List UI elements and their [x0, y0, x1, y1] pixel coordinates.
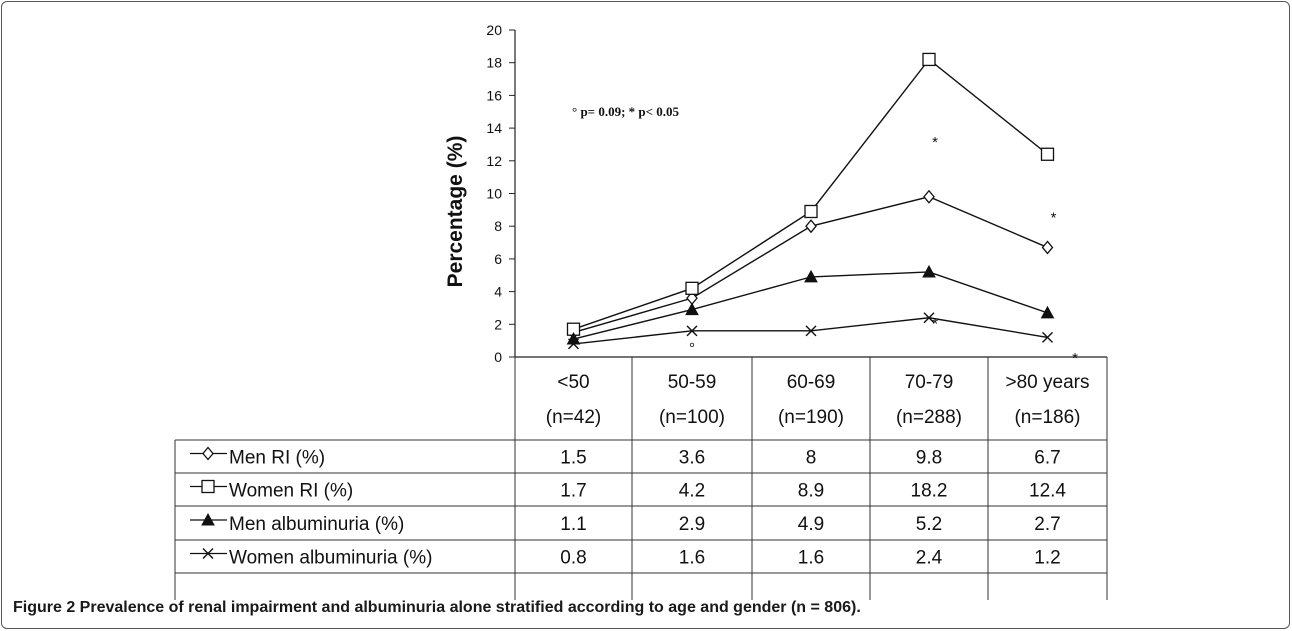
- table-cell-value: 2.7: [1034, 514, 1060, 535]
- y-tick-label: 0: [494, 349, 502, 365]
- table-cell-value: 18.2: [911, 481, 948, 502]
- data-point-triangle: [201, 512, 215, 526]
- y-tick-label: 14: [486, 120, 502, 136]
- data-point-triangle: [685, 302, 699, 316]
- data-point-diamond: [1041, 240, 1054, 255]
- y-tick-label: 12: [486, 153, 502, 169]
- data-point-square: [201, 479, 215, 494]
- y-axis-label: Percentage (%): [444, 136, 467, 288]
- table-cell-value: 12.4: [1029, 481, 1066, 502]
- legend-label: Women RI (%): [229, 481, 353, 502]
- y-tick-label: 16: [486, 87, 502, 103]
- table-cell-value: 2.4: [916, 548, 943, 569]
- y-tick-label: 2: [494, 316, 502, 332]
- data-point-triangle: [804, 269, 818, 283]
- significance-mark: *: [1072, 350, 1078, 367]
- table-cell-value: 0.8: [560, 548, 586, 569]
- table-cell-value: 4.2: [679, 481, 705, 502]
- table-cell-value: 6.7: [1034, 448, 1060, 469]
- table-cell-value: 1.2: [1034, 548, 1060, 569]
- data-point-square: [685, 281, 699, 295]
- significance-note: ° p= 0.09; * p< 0.05: [572, 104, 680, 119]
- x-category-label: 60-69: [787, 372, 836, 393]
- significance-mark: *: [932, 134, 938, 151]
- data-point-x: [923, 312, 935, 324]
- figure-caption: Figure 2 Prevalence of renal impairment …: [13, 599, 861, 616]
- y-tick-label: 4: [494, 284, 502, 300]
- table-cell-value: 9.8: [916, 448, 942, 469]
- legend-label: Men RI (%): [229, 448, 325, 469]
- significance-mark: *: [932, 316, 938, 333]
- x-category-label: 70-79: [905, 372, 954, 393]
- table-cell-value: 1.7: [560, 481, 586, 502]
- data-point-diamond: [202, 446, 214, 461]
- data-point-triangle: [1040, 305, 1055, 319]
- table-cell-value: 1.1: [560, 514, 586, 535]
- table-cell-value: 1.5: [560, 448, 586, 469]
- table-cell-value: 8: [806, 448, 817, 469]
- legend-label: Men albuminuria (%): [229, 514, 404, 535]
- data-point-x: [686, 325, 698, 337]
- data-point-x: [202, 548, 214, 559]
- significance-mark: °: [689, 340, 695, 357]
- data-point-square: [804, 204, 818, 219]
- table-cell-value: 2.9: [679, 514, 705, 535]
- x-category-n: (n=288): [896, 407, 962, 428]
- data-point-diamond: [805, 219, 817, 234]
- table-cell-value: 4.9: [798, 514, 824, 535]
- y-tick-label: 8: [494, 218, 502, 234]
- legend-label: Women albuminuria (%): [229, 548, 432, 569]
- x-category-label: <50: [557, 372, 589, 393]
- y-tick-label: 10: [486, 186, 502, 202]
- table-cell-value: 1.6: [798, 548, 824, 569]
- y-tick-label: 18: [486, 55, 502, 71]
- x-category-n: (n=42): [546, 407, 601, 428]
- y-tick-label: 20: [486, 22, 502, 38]
- x-category-n: (n=190): [778, 407, 844, 428]
- data-point-x: [568, 338, 579, 350]
- data-point-square: [1040, 147, 1055, 161]
- x-category-n: (n=186): [1014, 407, 1080, 428]
- significance-mark: *: [1051, 209, 1057, 226]
- table-cell-value: 1.6: [679, 548, 705, 569]
- x-category-label: 50-59: [668, 372, 717, 393]
- data-point-diamond: [923, 189, 935, 204]
- x-category-n: (n=100): [659, 407, 725, 428]
- x-category-label: >80 years: [1006, 372, 1090, 393]
- table-cell-value: 5.2: [916, 514, 942, 535]
- data-point-square: [922, 52, 936, 67]
- data-point-x: [805, 325, 817, 337]
- table-cell-value: 8.9: [798, 481, 824, 502]
- table-cell-value: 3.6: [679, 448, 705, 469]
- line-chart: 0 2 4 6 8 10 12 14 16 18 20 Percentage (%) ° p= 0.09…: [174, 22, 1108, 600]
- data-point-x: [1042, 331, 1053, 343]
- y-tick-label: 6: [494, 251, 502, 267]
- data-point-triangle: [922, 264, 936, 278]
